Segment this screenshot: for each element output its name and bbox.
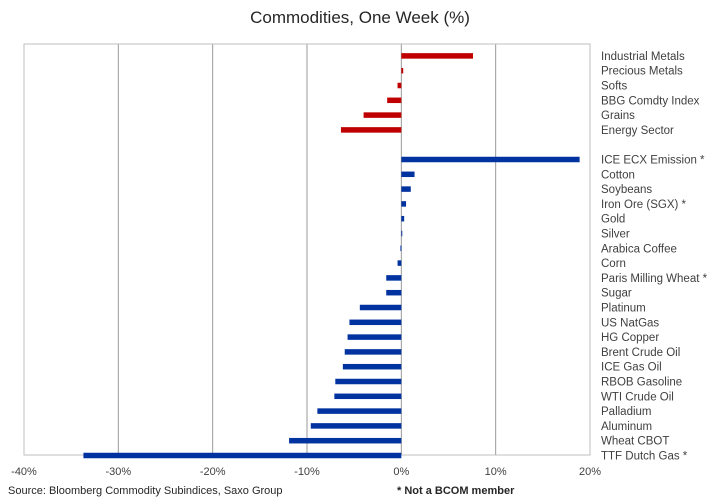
bar [397,260,402,266]
bar [386,275,402,281]
bar [342,363,402,370]
bar [340,127,402,133]
category-label: Corn [601,258,626,270]
category-label: Brent Crude Oil [601,347,680,359]
bar [334,393,402,400]
x-tick-label: 10% [485,466,507,478]
bar [401,171,415,178]
bar [349,319,402,326]
bar [401,201,407,207]
bar [359,304,402,311]
category-label: TTF Dutch Gas * [601,451,688,463]
bar [400,245,402,252]
bars [83,53,580,459]
category-label: Soybeans [601,184,652,196]
bar [401,186,411,192]
x-tick-label: 0% [393,466,409,478]
category-label: Grains [601,110,635,122]
x-tick-label: -30% [105,466,131,478]
category-label: Wheat CBOT [601,436,669,448]
category-label: HG Copper [601,332,659,344]
category-label: Iron Ore (SGX) * [601,199,687,211]
x-tick-label: -40% [11,466,37,478]
bar [317,408,402,414]
category-label: Platinum [601,303,646,315]
category-label: Sugar [601,288,632,300]
category-label: Gold [601,214,625,226]
category-labels: Industrial Metals Precious Metals Softs BBG… [601,51,708,463]
grid-lines [117,44,497,455]
bar [363,112,402,118]
category-label: Aluminum [601,421,652,433]
bar [310,423,402,429]
category-label: Arabica Coffee [601,243,677,255]
x-tick-label: 20% [579,466,601,478]
x-tick-label: -20% [200,466,226,478]
bar [289,437,402,444]
bar [401,156,580,163]
category-label: Paris Milling Wheat * [601,273,708,285]
source-note: Source: Bloomberg Commodity Subindices, … [8,485,283,497]
category-label: ICE ECX Emission * [601,155,705,167]
x-axis-ticks: -40% -30% -20% -10% 0% 10% 20% [11,466,601,478]
bar [386,289,402,296]
x-tick-label: -10% [294,466,320,478]
category-label: Cotton [601,169,635,181]
category-label: Softs [601,81,627,93]
category-label: RBOB Gasoline [601,377,682,389]
category-label: WTI Crude Oil [601,391,674,403]
category-label: Silver [601,229,630,241]
bar [387,97,402,104]
bar [401,53,474,59]
category-label: ICE Gas Oil [601,362,662,374]
category-label: Industrial Metals [601,51,685,63]
bar [344,349,402,355]
bar [83,452,402,459]
category-label: US NatGas [601,317,659,329]
category-label: Energy Sector [601,125,674,137]
category-label: Precious Metals [601,66,683,78]
bar [401,67,404,74]
chart-title: Commodities, One Week (%) [250,8,470,27]
category-label: Palladium [601,406,652,418]
bar [335,378,402,385]
category-label: BBG Comdty Index [601,95,700,107]
bar [401,230,403,237]
bar [401,215,405,222]
bar [397,82,402,89]
bcom-member-note: * Not a BCOM member [397,485,515,497]
bar [347,334,402,340]
